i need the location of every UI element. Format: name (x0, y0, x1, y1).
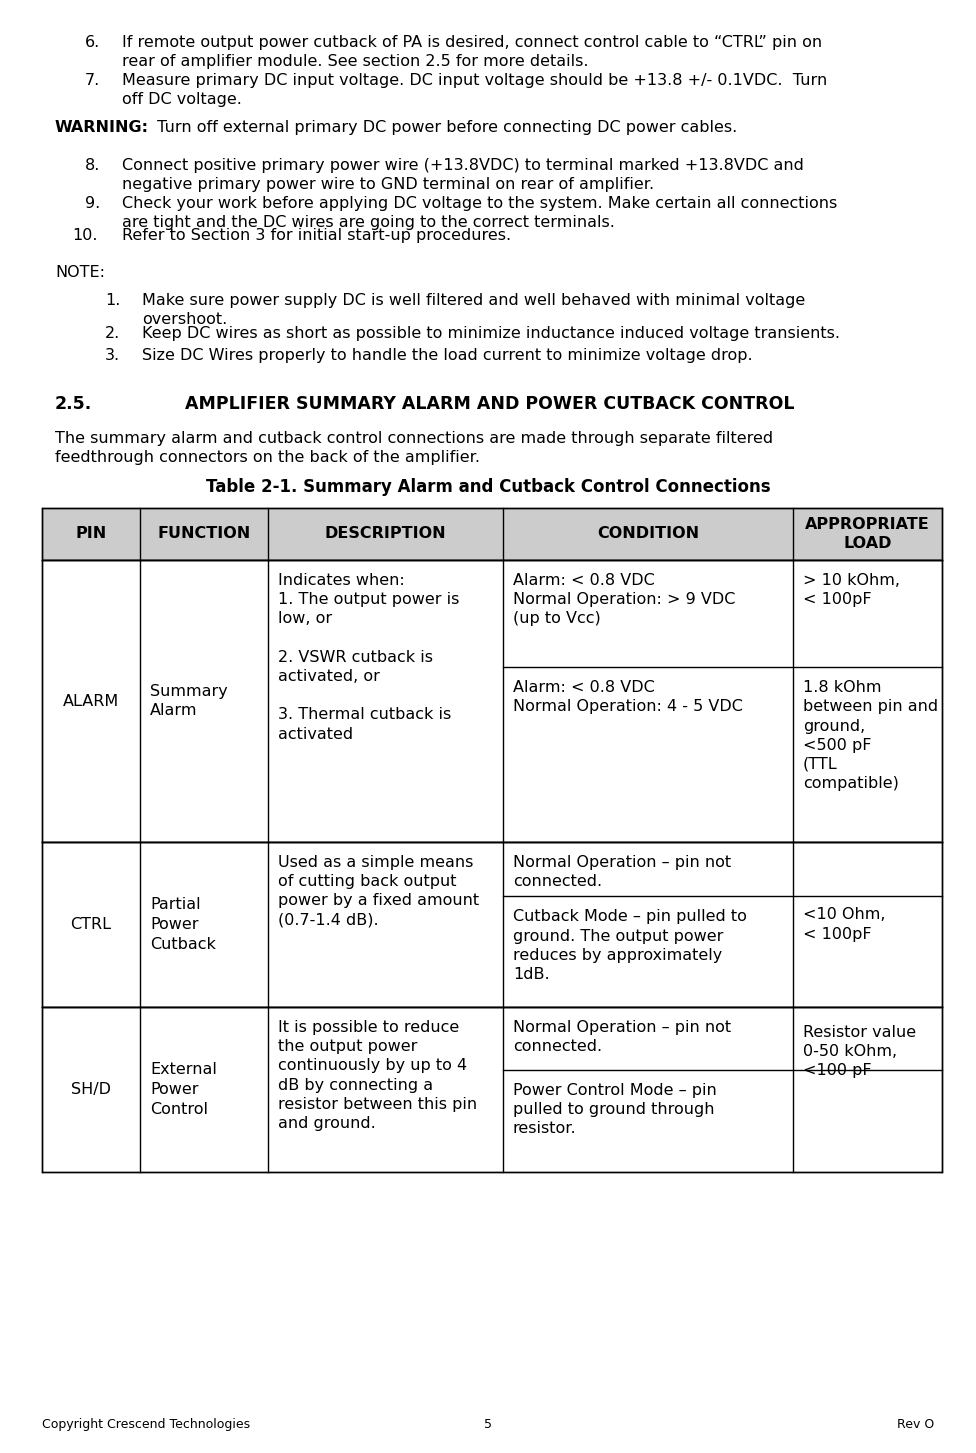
Text: AMPLIFIER SUMMARY ALARM AND POWER CUTBACK CONTROL: AMPLIFIER SUMMARY ALARM AND POWER CUTBAC… (185, 395, 794, 413)
Text: 9.: 9. (85, 196, 101, 211)
Text: Summary
Alarm: Summary Alarm (150, 683, 227, 718)
Text: Connect positive primary power wire (+13.8VDC) to terminal marked +13.8VDC and
n: Connect positive primary power wire (+13… (122, 158, 804, 192)
Text: Normal Operation – pin not
connected.: Normal Operation – pin not connected. (513, 1020, 731, 1055)
Text: Used as a simple means
of cutting back output
power by a fixed amount
(0.7-1.4 d: Used as a simple means of cutting back o… (278, 854, 479, 927)
Text: Alarm: < 0.8 VDC
Normal Operation: 4 - 5 VDC: Alarm: < 0.8 VDC Normal Operation: 4 - 5… (513, 680, 743, 715)
Text: Power Control Mode – pin
pulled to ground through
resistor.: Power Control Mode – pin pulled to groun… (513, 1082, 716, 1136)
Text: Size DC Wires properly to handle the load current to minimize voltage drop.: Size DC Wires properly to handle the loa… (142, 349, 752, 363)
Text: Resistor value
0-50 kOhm,
<100 pF: Resistor value 0-50 kOhm, <100 pF (803, 1024, 916, 1078)
Text: 2.: 2. (105, 325, 120, 341)
Bar (42, 841, 942, 1007)
Text: DESCRIPTION: DESCRIPTION (325, 526, 446, 542)
Text: ALARM: ALARM (62, 693, 119, 709)
Bar (42, 1007, 942, 1173)
Text: 1.8 kOhm
between pin and
ground,
<500 pF
(TTL
compatible): 1.8 kOhm between pin and ground, <500 pF… (803, 680, 938, 792)
Text: 5: 5 (484, 1418, 492, 1431)
Text: Check your work before applying DC voltage to the system. Make certain all conne: Check your work before applying DC volta… (122, 196, 837, 230)
Text: 8.: 8. (85, 158, 101, 173)
Text: Turn off external primary DC power before connecting DC power cables.: Turn off external primary DC power befor… (152, 121, 737, 135)
Bar (42, 509, 942, 559)
Text: Refer to Section 3 for initial start-up procedures.: Refer to Section 3 for initial start-up … (122, 228, 511, 243)
Text: External
Power
Control: External Power Control (150, 1062, 217, 1117)
Text: If remote output power cutback of PA is desired, connect control cable to “CTRL”: If remote output power cutback of PA is … (122, 35, 822, 70)
Text: 3.: 3. (105, 349, 120, 363)
Text: > 10 kOhm,
< 100pF: > 10 kOhm, < 100pF (803, 572, 900, 607)
Text: Cutback Mode – pin pulled to
ground. The output power
reduces by approximately
1: Cutback Mode – pin pulled to ground. The… (513, 910, 747, 982)
Text: WARNING:: WARNING: (55, 121, 149, 135)
Text: 1.: 1. (105, 294, 120, 308)
Text: 2.5.: 2.5. (55, 395, 93, 413)
Text: Alarm: < 0.8 VDC
Normal Operation: > 9 VDC
(up to Vcc): Alarm: < 0.8 VDC Normal Operation: > 9 V… (513, 572, 735, 626)
Text: 7.: 7. (85, 73, 101, 89)
Text: PIN: PIN (75, 526, 106, 542)
Text: <10 Ohm,
< 100pF: <10 Ohm, < 100pF (803, 908, 885, 942)
Text: Copyright Crescend Technologies: Copyright Crescend Technologies (42, 1418, 250, 1431)
Text: CONDITION: CONDITION (597, 526, 699, 542)
Text: NOTE:: NOTE: (55, 264, 105, 280)
Text: The summary alarm and cutback control connections are made through separate filt: The summary alarm and cutback control co… (55, 432, 773, 465)
Text: APPROPRIATE
LOAD: APPROPRIATE LOAD (805, 517, 930, 551)
Text: Normal Operation – pin not
connected.: Normal Operation – pin not connected. (513, 854, 731, 889)
Bar (42, 559, 942, 841)
Text: FUNCTION: FUNCTION (157, 526, 251, 542)
Text: Indicates when:
1. The output power is
low, or

2. VSWR cutback is
activated, or: Indicates when: 1. The output power is l… (278, 572, 460, 741)
Text: It is possible to reduce
the output power
continuously by up to 4
dB by connecti: It is possible to reduce the output powe… (278, 1020, 477, 1130)
Text: Make sure power supply DC is well filtered and well behaved with minimal voltage: Make sure power supply DC is well filter… (142, 294, 805, 327)
Text: SH/D: SH/D (71, 1082, 111, 1097)
Text: 6.: 6. (85, 35, 101, 49)
Text: CTRL: CTRL (70, 917, 111, 931)
Text: 10.: 10. (72, 228, 98, 243)
Text: Table 2-1. Summary Alarm and Cutback Control Connections: Table 2-1. Summary Alarm and Cutback Con… (206, 478, 770, 495)
Text: Rev O: Rev O (897, 1418, 934, 1431)
Text: Measure primary DC input voltage. DC input voltage should be +13.8 +/- 0.1VDC.  : Measure primary DC input voltage. DC inp… (122, 73, 828, 108)
Text: Keep DC wires as short as possible to minimize inductance induced voltage transi: Keep DC wires as short as possible to mi… (142, 325, 840, 341)
Text: Partial
Power
Cutback: Partial Power Cutback (150, 897, 216, 952)
